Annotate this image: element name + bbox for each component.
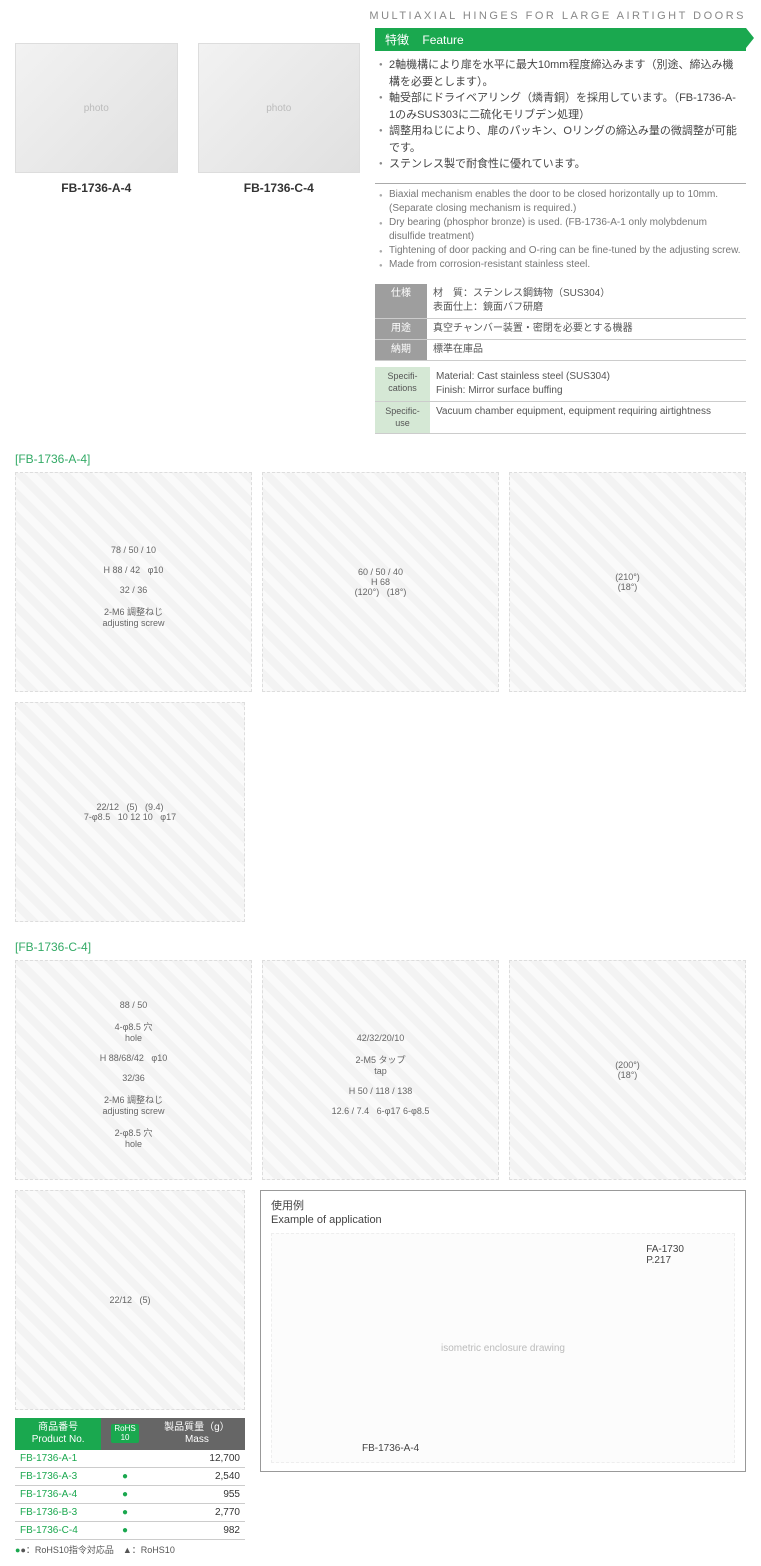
feature-en-2: Tightening of door packing and O-ring ca… [379, 244, 742, 258]
feature-jp-0: 2軸機構により扉を水平に最大10mm程度締込みます（別途、締込み機構を必要としま… [379, 57, 742, 90]
feature-jp-3: ステンレス製で耐食性に優れています。 [379, 156, 742, 173]
mass-table: 商品番号 Product No. RoHS 10 製品質量（g） Mass FB… [15, 1418, 245, 1540]
spec-en-label-1: Specific- use [375, 401, 430, 433]
example-callout-bottom: FB-1736-A-4 [362, 1443, 419, 1454]
photo-a-label: FB-1736-A-4 [15, 181, 178, 195]
dim-c-side: 42/32/20/10 2-M5 タップ tap H 50 / 118 / 13… [332, 1023, 430, 1116]
diagram-c-swing: (200°) (18°) [509, 960, 746, 1180]
mass-r4-rohs: ● [101, 1521, 149, 1539]
feature-jp-2: 調整用ねじにより、扉のパッキン、Oリングの締込み量の微調整が可能です。 [379, 123, 742, 156]
photo-c-label: FB-1736-C-4 [198, 181, 361, 195]
mass-r0-rohs [101, 1450, 149, 1468]
dim-c-swing: (200°) (18°) [615, 1060, 640, 1080]
mass-h-pn: 商品番号 Product No. [15, 1418, 101, 1450]
spec-en-val-0: Material: Cast stainless steel (SUS304) … [430, 367, 746, 402]
spec-en-label-0: Specifi- cations [375, 367, 430, 402]
diagram-a-row2: 22/12 (5) (9.4) 7-φ8.5 10 12 10 φ17 [15, 702, 746, 922]
spec-table-jp: 仕様 材 質：ステンレス鋼鋳物（SUS304） 表面仕上：鏡面バフ研磨 用途 真… [375, 284, 746, 361]
feature-header-jp: 特徴 [385, 33, 409, 47]
feature-header: 特徴 Feature [375, 28, 746, 51]
mass-legend: ●●：RoHS10指令対応品 ▲：RoHS10 [15, 1543, 245, 1556]
example-title-en: Example of application [271, 1214, 382, 1226]
example-box: 使用例 Example of application FA-1730 P.217… [260, 1190, 746, 1473]
feature-jp-1: 軸受部にドライベアリング（燐青銅）を採用しています。（FB-1736-A-1のみ… [379, 90, 742, 123]
mass-h-mass: 製品質量（g） Mass [149, 1418, 245, 1450]
feature-en-0: Biaxial mechanism enables the door to be… [379, 188, 742, 216]
photo-a: photo [15, 43, 178, 173]
photo-c: photo [198, 43, 361, 173]
dim-c-front: 88 / 50 4-φ8.5 穴 hole H 88/68/42 φ10 32/… [100, 990, 167, 1149]
mass-r3-pn: FB-1736-B-3 [15, 1503, 101, 1521]
mass-r2-m: 955 [149, 1485, 245, 1503]
mass-block: 22/12 (5) 商品番号 Product No. RoHS 10 製品質量（… [15, 1190, 245, 1556]
feature-list-en: Biaxial mechanism enables the door to be… [375, 183, 746, 278]
mass-r0-pn: FB-1736-A-1 [15, 1450, 101, 1468]
spec-en-val-1: Vacuum chamber equipment, equipment requ… [430, 401, 746, 433]
example-title-jp: 使用例 [271, 1200, 304, 1212]
mass-h-rohs: RoHS 10 [101, 1418, 149, 1450]
feature-en-1: Dry bearing (phosphor bronze) is used. (… [379, 216, 742, 244]
diagram-c-row1: 88 / 50 4-φ8.5 穴 hole H 88/68/42 φ10 32/… [15, 960, 746, 1180]
page-title: MULTIAXIAL HINGES FOR LARGE AIRTIGHT DOO… [15, 10, 746, 22]
mass-r3-rohs: ● [101, 1503, 149, 1521]
diagram-a-swing: (210°) (18°) [509, 472, 746, 692]
example-callout-top: FA-1730 P.217 [646, 1244, 684, 1266]
diagram-c-bottom: 22/12 (5) [15, 1190, 245, 1410]
spec-jp-label-0: 仕様 [375, 284, 427, 319]
mass-r1-m: 2,540 [149, 1467, 245, 1485]
dim-a-bottom: 22/12 (5) (9.4) 7-φ8.5 10 12 10 φ17 [84, 802, 176, 822]
feature-spec-block: 特徴 Feature 2軸機構により扉を水平に最大10mm程度締込みます（別途、… [375, 28, 746, 434]
diagram-c-front: 88 / 50 4-φ8.5 穴 hole H 88/68/42 φ10 32/… [15, 960, 252, 1180]
diagram-a-row1: 78 / 50 / 10 H 88 / 42 φ10 32 / 36 2-M6 … [15, 472, 746, 692]
feature-list-jp: 2軸機構により扉を水平に最大10mm程度締込みます（別途、締込み機構を必要としま… [375, 51, 746, 179]
mass-r2-pn: FB-1736-A-4 [15, 1485, 101, 1503]
diagram-a-bottom: 22/12 (5) (9.4) 7-φ8.5 10 12 10 φ17 [15, 702, 245, 922]
spec-jp-val-2: 標準在庫品 [427, 339, 746, 360]
spec-jp-label-2: 納期 [375, 339, 427, 360]
mass-r0-m: 12,700 [149, 1450, 245, 1468]
mass-r1-pn: FB-1736-A-3 [15, 1467, 101, 1485]
mass-r1-rohs: ● [101, 1467, 149, 1485]
dim-a-swing: (210°) (18°) [615, 572, 640, 592]
spec-jp-val-0: 材 質：ステンレス鋼鋳物（SUS304） 表面仕上：鏡面バフ研磨 [427, 284, 746, 319]
diagram-c-label: [FB-1736-C-4] [15, 940, 746, 954]
dim-a-front: 78 / 50 / 10 H 88 / 42 φ10 32 / 36 2-M6 … [102, 535, 164, 628]
dim-a-side: 60 / 50 / 40 H 68 (120°) (18°) [355, 567, 407, 597]
mass-r4-pn: FB-1736-C-4 [15, 1521, 101, 1539]
mass-r2-rohs: ● [101, 1485, 149, 1503]
spec-table-en: Specifi- cations Material: Cast stainles… [375, 367, 746, 434]
product-photos: photo FB-1736-A-4 photo FB-1736-C-4 [15, 43, 360, 434]
diagram-a-front: 78 / 50 / 10 H 88 / 42 φ10 32 / 36 2-M6 … [15, 472, 252, 692]
feature-header-en: Feature [422, 33, 463, 47]
feature-en-3: Made from corrosion-resistant stainless … [379, 258, 742, 272]
diagram-a-side: 60 / 50 / 40 H 68 (120°) (18°) [262, 472, 499, 692]
spec-jp-label-1: 用途 [375, 318, 427, 339]
diagram-a-label: [FB-1736-A-4] [15, 452, 746, 466]
example-figure: FA-1730 P.217 isometric enclosure drawin… [271, 1233, 735, 1463]
mass-r4-m: 982 [149, 1521, 245, 1539]
mass-r3-m: 2,770 [149, 1503, 245, 1521]
spec-jp-val-1: 真空チャンバー装置・密閉を必要とする機器 [427, 318, 746, 339]
diagram-c-side: 42/32/20/10 2-M5 タップ tap H 50 / 118 / 13… [262, 960, 499, 1180]
dim-c-bottom: 22/12 (5) [109, 1295, 150, 1305]
